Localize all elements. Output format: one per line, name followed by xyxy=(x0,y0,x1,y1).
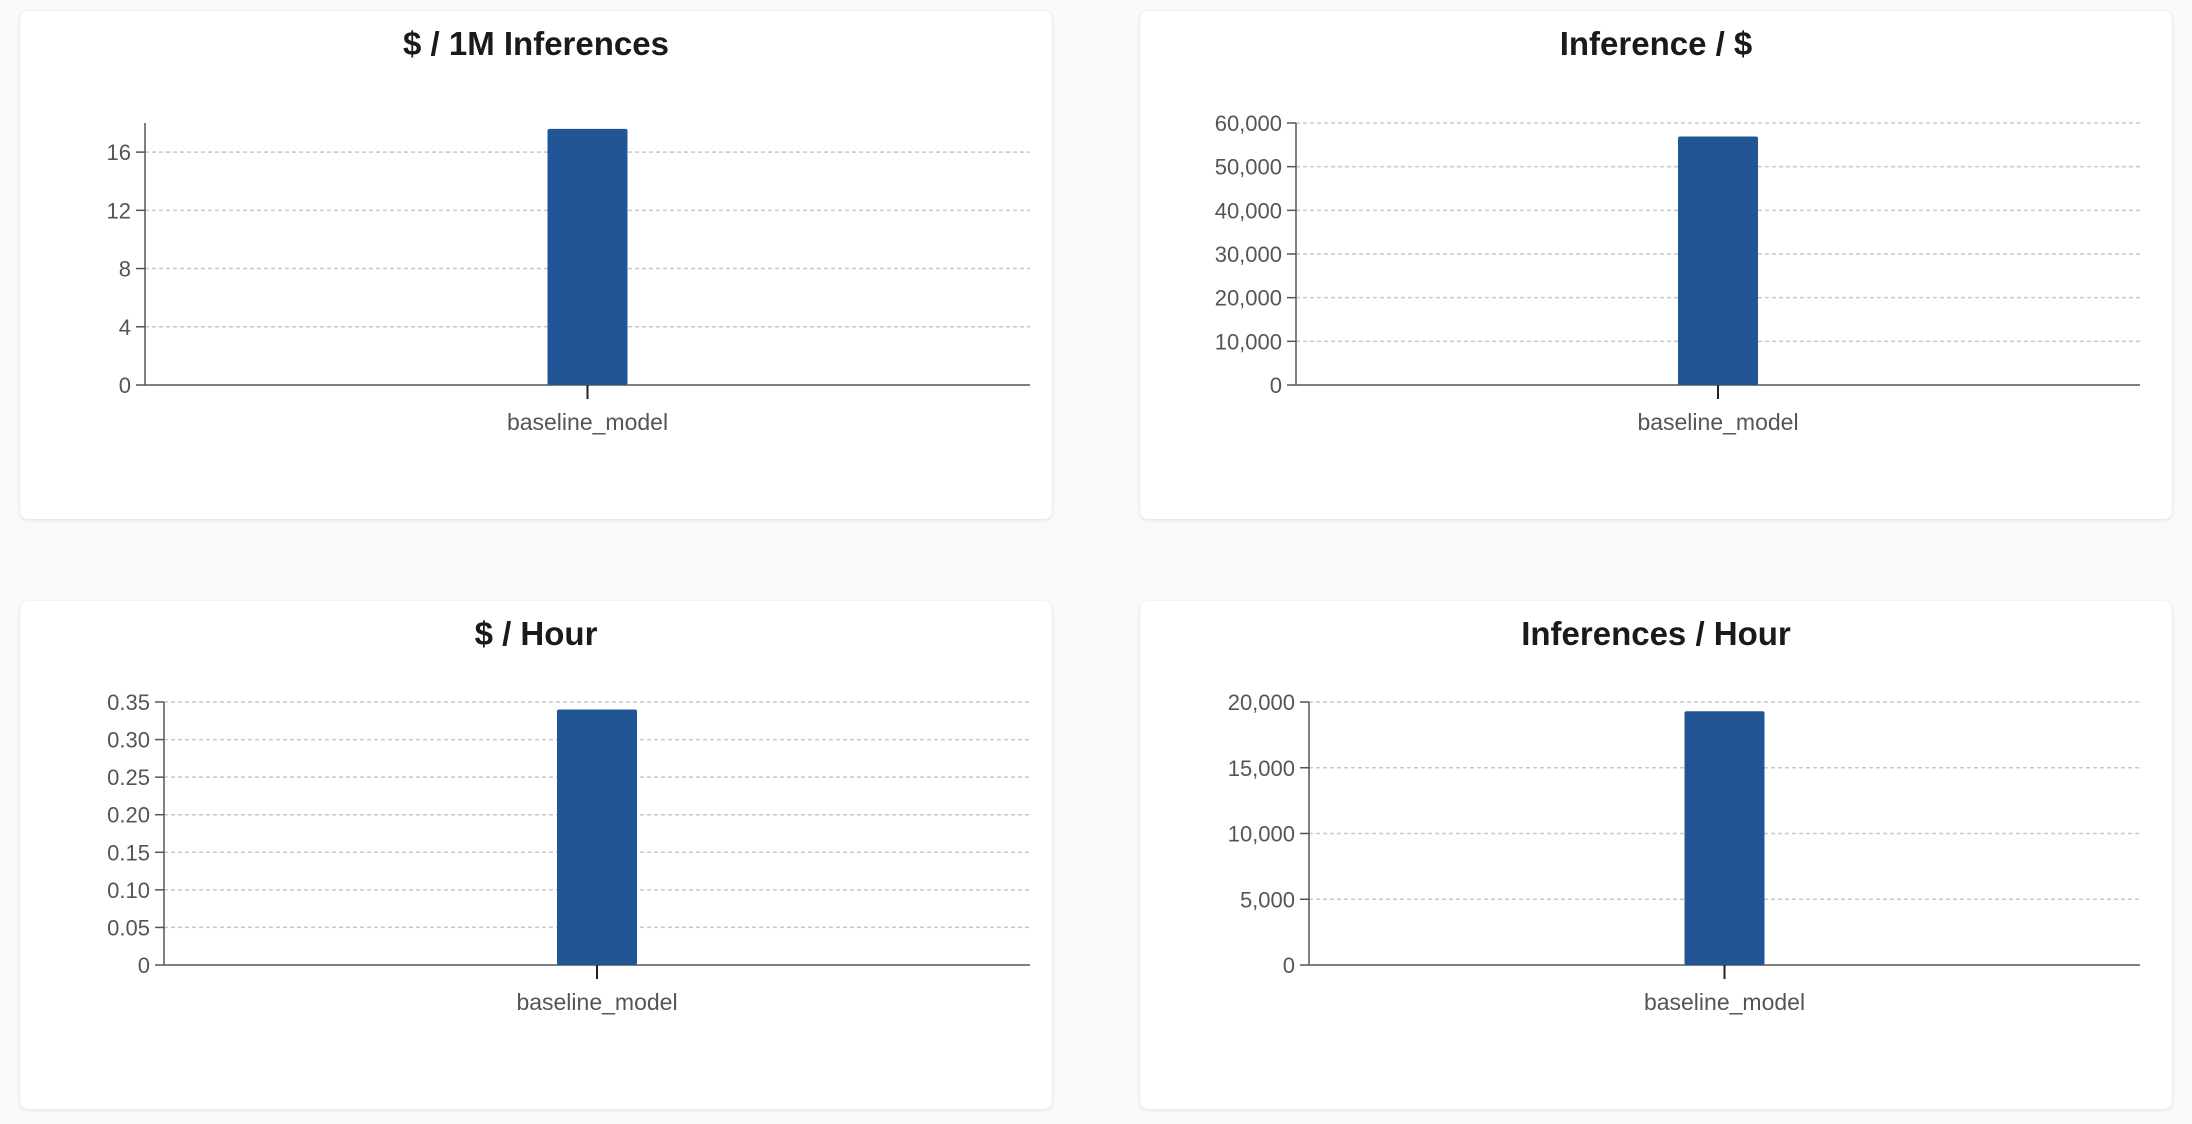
y-tick-label: 0.35 xyxy=(107,690,150,715)
y-tick-label: 0 xyxy=(1270,373,1282,398)
bar-chart-inferences-per-hour: 0 5,000 10,000 15,000 20,000 baseline_model xyxy=(1228,690,2140,1015)
y-tick-label: 5,000 xyxy=(1240,887,1295,912)
y-tick-label: 0.05 xyxy=(107,915,150,940)
y-tick-label: 8 xyxy=(119,257,131,282)
y-tick-label: 20,000 xyxy=(1228,690,1295,715)
bar xyxy=(557,709,637,965)
chart-card-cost-per-hour: $ / Hour 0 0.05 0.10 0.15 0.20 0.25 0.30 0.35 ba… xyxy=(20,601,1052,1109)
bar-chart-cost-per-hour: 0 0.05 0.10 0.15 0.20 0.25 0.30 0.35 baseline_mo… xyxy=(107,690,1030,1015)
chart-card-inference-per-dollar: Inference / $ 0 10,000 20,000 30,000 40,000 5… xyxy=(1140,11,2172,519)
y-tick-label: 0 xyxy=(138,953,150,978)
y-tick-label: 0 xyxy=(1283,953,1295,978)
x-tick-label: baseline_model xyxy=(507,409,668,435)
y-tick-label: 4 xyxy=(119,315,131,340)
y-tick-label: 0 xyxy=(119,373,131,398)
chart-title: $ / 1M Inferences xyxy=(403,25,669,62)
x-tick-label: baseline_model xyxy=(516,989,677,1015)
chart-title: Inference / $ xyxy=(1559,25,1753,62)
y-tick-label: 0.15 xyxy=(107,840,150,865)
y-tick-label: 0.30 xyxy=(107,728,150,753)
y-tick-label: 30,000 xyxy=(1215,242,1282,267)
chart-card-cost-per-1m-inferences: $ / 1M Inferences 0 4 8 12 16 baseline_model xyxy=(20,11,1052,519)
bar xyxy=(1678,136,1758,385)
y-tick-label: 0.20 xyxy=(107,803,150,828)
chart-title: $ / Hour xyxy=(474,615,598,652)
y-tick-label: 40,000 xyxy=(1215,198,1282,223)
y-tick-label: 60,000 xyxy=(1215,111,1282,136)
y-tick-label: 12 xyxy=(107,198,131,223)
y-tick-label: 16 xyxy=(107,140,131,165)
x-tick-label: baseline_model xyxy=(1644,989,1805,1015)
chart-card-inferences-per-hour: Inferences / Hour 0 5,000 10,000 15,000 20,0… xyxy=(1140,601,2172,1109)
y-tick-label: 50,000 xyxy=(1215,155,1282,180)
bar xyxy=(547,128,628,386)
bar-chart-cost-per-1m-inferences: 0 4 8 12 16 baseline_model xyxy=(107,123,1030,435)
bar xyxy=(1684,711,1765,965)
y-tick-label: 0.25 xyxy=(107,765,150,790)
y-tick-label: 20,000 xyxy=(1215,286,1282,311)
y-tick-label: 0.10 xyxy=(107,878,150,903)
x-tick-label: baseline_model xyxy=(1637,409,1798,435)
y-tick-label: 10,000 xyxy=(1215,329,1282,354)
chart-title: Inferences / Hour xyxy=(1521,615,1791,652)
y-tick-label: 10,000 xyxy=(1228,822,1295,847)
bar-chart-inference-per-dollar: 0 10,000 20,000 30,000 40,000 50,000 60,000 bas… xyxy=(1215,111,2140,435)
y-tick-label: 15,000 xyxy=(1228,756,1295,781)
